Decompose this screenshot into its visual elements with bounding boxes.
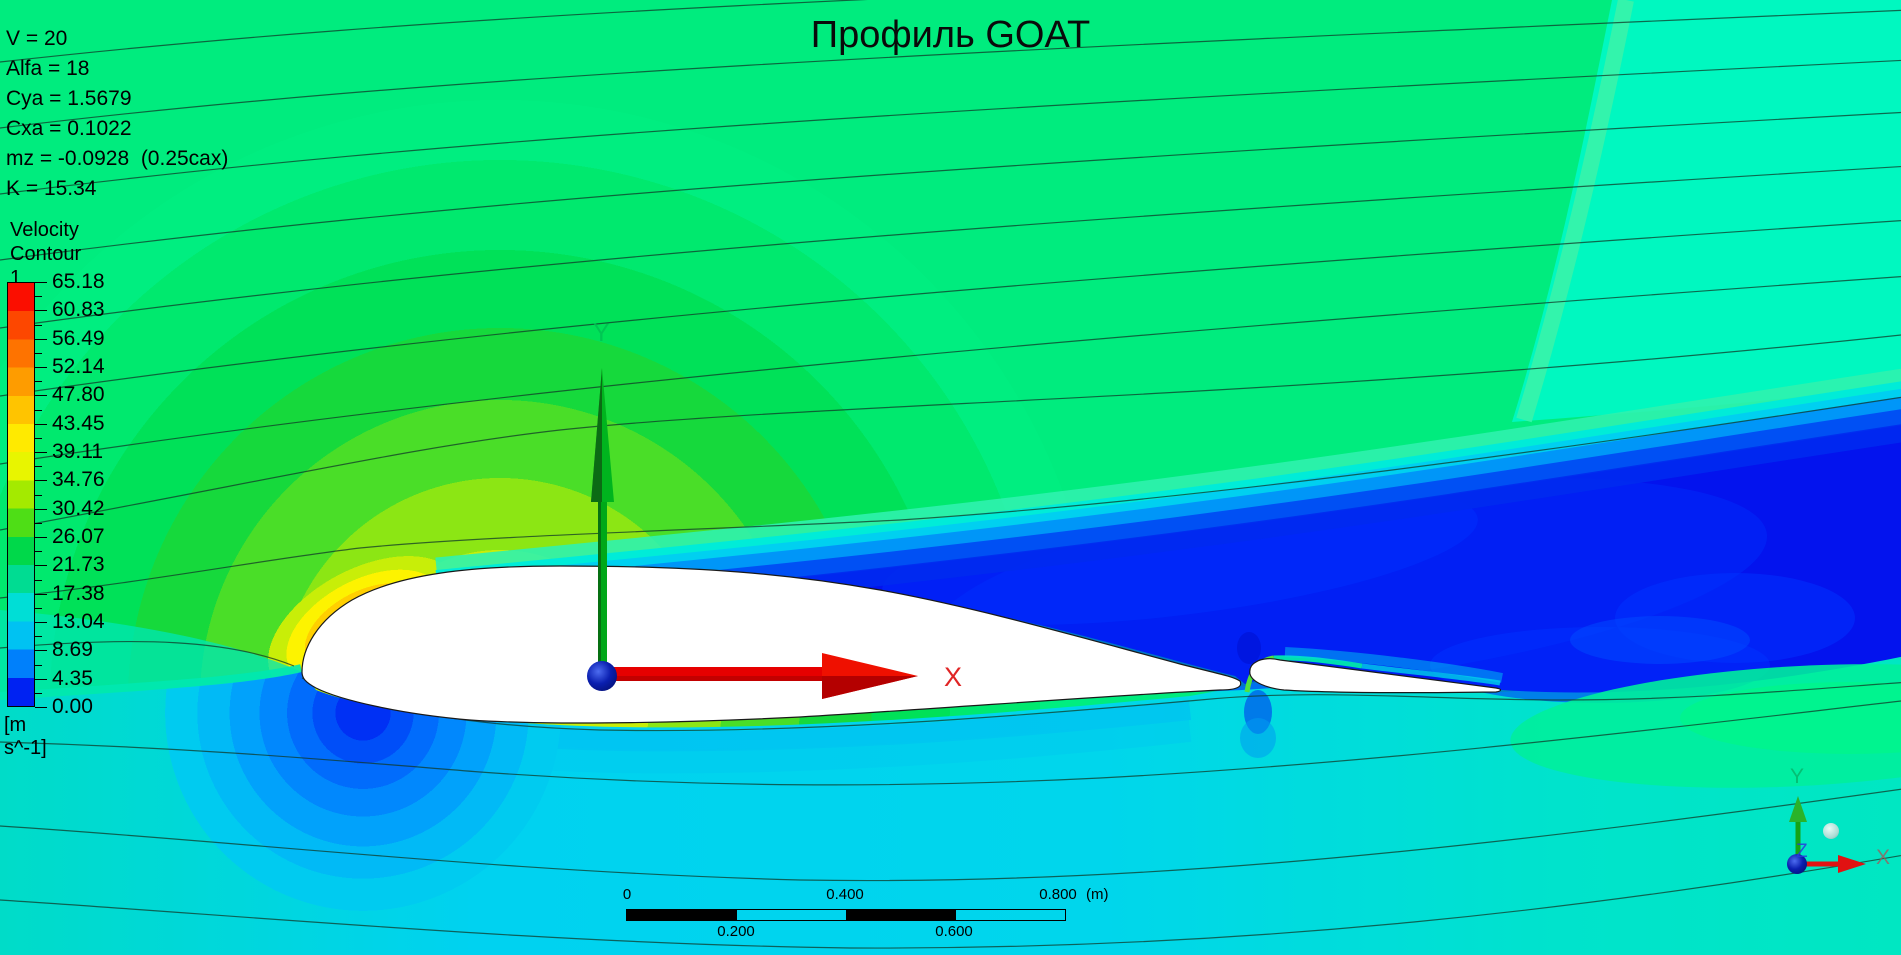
y-axis-label: Y xyxy=(593,319,610,347)
legend-minor-tick xyxy=(35,692,42,694)
legend-major-tick xyxy=(35,508,47,510)
airfoil-main-element xyxy=(301,565,1242,724)
legend-major-tick xyxy=(35,367,47,368)
legend-major-tick xyxy=(35,338,47,340)
ruler-label-0: 0 xyxy=(622,886,632,903)
x-axis-arrow xyxy=(610,653,918,699)
legend-level-label: 13.04 xyxy=(52,610,105,633)
legend-level-label: 60.83 xyxy=(52,298,105,322)
legend-level-label: 8.69 xyxy=(52,638,93,662)
legend-level-label: 21.73 xyxy=(52,553,105,577)
triad-z-label: Z xyxy=(1796,841,1808,862)
legend-minor-tick xyxy=(35,664,42,666)
ruler-segment xyxy=(955,910,1065,920)
legend-major-tick xyxy=(35,593,47,595)
legend-major-tick xyxy=(35,282,47,283)
legend-major-tick xyxy=(35,537,47,538)
triad-x-arrowhead xyxy=(1838,855,1866,873)
legend-minor-tick xyxy=(35,494,42,496)
y-axis-arrow xyxy=(591,368,614,664)
legend-units: [m s^-1] xyxy=(4,714,47,759)
x-axis-label: X xyxy=(944,662,962,692)
legend-subtitle: Contour 1 xyxy=(10,243,82,289)
result-parameters-block: V = 20 Alfa = 18 Cya = 1.5679 Cxa = 0.1022 m… xyxy=(6,24,228,204)
bottom-right-green-patch xyxy=(1510,664,1901,788)
ruler-segment xyxy=(845,910,956,920)
legend-level-label: 52.14 xyxy=(52,355,105,378)
triad-x-label: X xyxy=(1876,846,1890,869)
airfoil-flap xyxy=(1249,658,1502,694)
legend-level-label: 39.11 xyxy=(52,440,103,463)
legend-major-tick xyxy=(35,678,47,680)
hud-line: Cya = 1.5679 xyxy=(6,87,132,110)
origin-sphere xyxy=(587,661,617,691)
legend-level-label: 30.42 xyxy=(52,496,105,520)
ruler-segment xyxy=(735,910,846,920)
legend-minor-tick xyxy=(35,324,42,326)
legend-minor-tick xyxy=(35,296,42,298)
legend-minor-tick xyxy=(35,437,42,439)
triad-globe-sphere xyxy=(1823,823,1839,839)
legend-major-tick xyxy=(35,423,47,425)
legend-level-label: 47.80 xyxy=(52,383,105,407)
hud-line: V = 20 xyxy=(6,27,68,50)
ruler-label-0800: 0.800 xyxy=(1039,886,1077,903)
legend-major-tick xyxy=(35,310,47,312)
legend-minor-tick xyxy=(35,466,42,468)
legend-minor-tick xyxy=(35,381,42,383)
legend-level-label: 56.49 xyxy=(52,326,105,350)
legend-level-label: 34.76 xyxy=(52,468,105,492)
turquoise-farfield-region xyxy=(1512,0,1901,423)
legend-major-tick xyxy=(35,565,47,567)
legend-minor-tick xyxy=(35,409,42,411)
scale-ruler-bar xyxy=(626,909,1066,921)
ruler-label-0200: 0.200 xyxy=(717,923,755,940)
origin-axes: X Y xyxy=(587,319,962,699)
triad-origin-sphere xyxy=(1787,854,1807,874)
legend-major-tick xyxy=(35,650,47,652)
flap-slot-jet xyxy=(1237,632,1503,758)
hud-line: Alfa = 18 xyxy=(6,57,90,80)
triad-y-arrowhead xyxy=(1789,796,1807,822)
stagnation-region xyxy=(133,652,593,943)
legend-colorbar xyxy=(7,282,35,707)
legend-minor-tick xyxy=(35,636,42,638)
legend-major-tick xyxy=(35,452,47,453)
legend-minor-tick xyxy=(35,352,42,354)
legend-level-label: 43.45 xyxy=(52,411,105,435)
hud-line: mz = -0.0928 (0.25cax) xyxy=(6,147,229,170)
legend-level-label: 26.07 xyxy=(52,525,105,548)
legend-minor-tick xyxy=(35,551,42,553)
page-title: Профиль GOAT xyxy=(810,14,1091,56)
legend-minor-tick xyxy=(35,607,42,609)
legend-level-label: 4.35 xyxy=(52,666,93,690)
triad-y-label: Y xyxy=(1790,765,1804,788)
hud-line: K = 15.34 xyxy=(6,177,97,200)
legend-minor-tick xyxy=(35,522,42,524)
ruler-segment xyxy=(627,910,736,920)
ruler-label-0400: 0.400 xyxy=(826,886,864,903)
ruler-label-0600: 0.600 xyxy=(935,923,973,940)
hud-line: Cxa = 0.1022 xyxy=(6,117,132,140)
legend-major-tick xyxy=(35,480,47,482)
legend-level-label: 65.18 xyxy=(52,270,105,293)
legend-major-tick xyxy=(35,622,47,623)
legend-title: Velocity xyxy=(10,219,79,241)
legend-major-tick xyxy=(35,707,47,708)
legend-minor-tick xyxy=(35,579,42,581)
legend-level-label: 17.38 xyxy=(52,581,105,605)
orientation-triad: Y X Z xyxy=(1787,765,1890,874)
legend-level-label: 0.00 xyxy=(52,695,93,718)
legend-major-tick xyxy=(35,395,47,397)
ruler-unit-label: (m) xyxy=(1086,886,1109,903)
